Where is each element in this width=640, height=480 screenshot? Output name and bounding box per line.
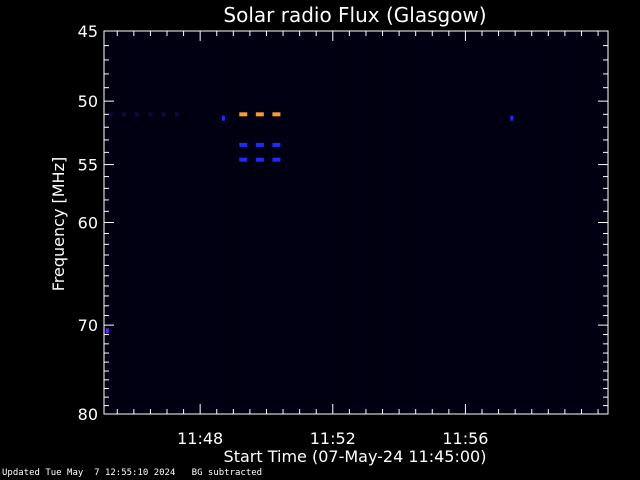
y-axis-ticks: 45 50 55 60 70 80 bbox=[78, 22, 608, 424]
burst-features bbox=[105, 112, 514, 334]
plot-area: 45 50 55 60 70 80 11:48 11:52 11:56 bbox=[78, 22, 609, 448]
blue-burst-upper-mark bbox=[255, 142, 264, 147]
faint-band-51-mark bbox=[148, 112, 153, 117]
blue-burst-lower-mark bbox=[239, 157, 248, 162]
chart-title: Solar radio Flux (Glasgow) bbox=[223, 3, 486, 27]
plot-background bbox=[104, 31, 608, 414]
x-axis-ticks: 11:48 11:52 11:56 bbox=[116, 31, 599, 448]
x-tick-label: 11:56 bbox=[442, 429, 488, 448]
spot-left-mark bbox=[105, 328, 109, 334]
orange-burst-mark bbox=[272, 112, 281, 117]
x-tick-label: 11:48 bbox=[177, 429, 223, 448]
orange-burst-mark bbox=[239, 112, 248, 117]
blue-burst-upper-mark bbox=[272, 142, 281, 147]
y-tick-label: 80 bbox=[78, 405, 98, 424]
faint-band-51-mark bbox=[121, 112, 126, 117]
y-tick-label: 55 bbox=[78, 156, 98, 175]
faint-band-51-mark bbox=[174, 112, 179, 117]
y-axis-label: Frequency [MHz] bbox=[49, 157, 68, 291]
y-tick-label: 45 bbox=[78, 22, 98, 41]
background-streaks bbox=[105, 32, 607, 413]
faint-band-51-mark bbox=[135, 112, 140, 117]
x-axis-label: Start Time (07-May-24 11:45:00) bbox=[224, 447, 487, 466]
spot-1147-mark bbox=[221, 115, 225, 121]
blue-burst-upper-mark bbox=[239, 142, 248, 147]
blue-burst-lower-mark bbox=[255, 157, 264, 162]
orange-burst-mark bbox=[255, 112, 264, 117]
y-tick-label: 60 bbox=[78, 214, 98, 233]
y-tick-label: 50 bbox=[78, 92, 98, 111]
blue-burst-lower-mark bbox=[272, 157, 281, 162]
faint-band-51-mark bbox=[108, 112, 113, 117]
spot-1158-mark bbox=[510, 115, 514, 121]
faint-band-51-mark bbox=[161, 112, 166, 117]
x-tick-label: 11:52 bbox=[310, 429, 356, 448]
update-footer: Updated Tue May 7 12:55:10 2024 BG subtr… bbox=[2, 468, 263, 478]
y-tick-label: 70 bbox=[78, 316, 98, 335]
